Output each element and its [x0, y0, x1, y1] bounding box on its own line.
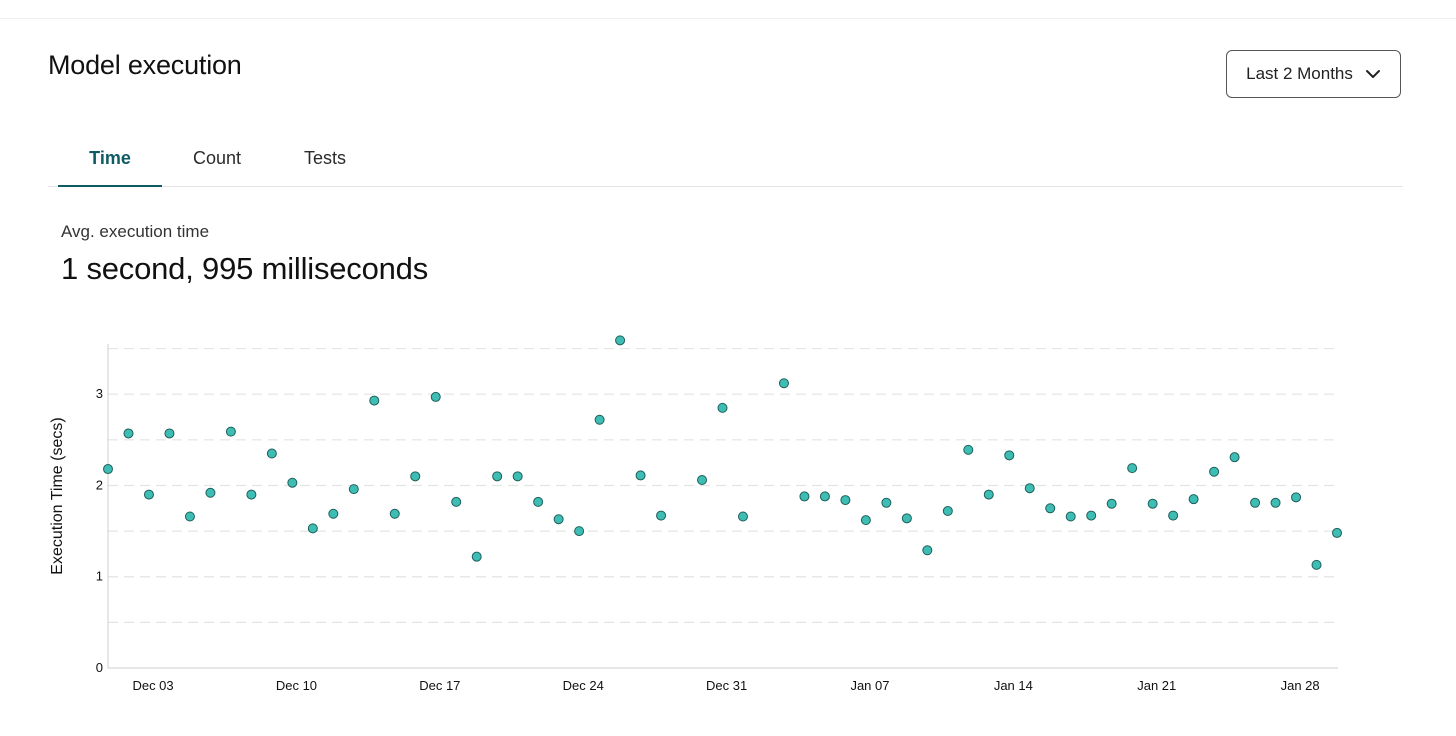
data-point[interactable]: [164, 428, 175, 439]
data-point[interactable]: [348, 484, 359, 495]
data-point[interactable]: [1311, 559, 1322, 570]
y-axis-label: Execution Time (secs): [49, 417, 66, 574]
chart-grid: [108, 347, 1338, 623]
data-point[interactable]: [840, 495, 851, 506]
data-point[interactable]: [1291, 492, 1302, 503]
data-point[interactable]: [819, 491, 830, 502]
x-ticks: Dec 03 Dec 10 Dec 17 Dec 24 Dec 31 Jan 07 Jan …: [132, 678, 1319, 693]
metric-label: Avg. execution time: [61, 222, 210, 241]
data-point[interactable]: [492, 471, 503, 482]
data-point[interactable]: [1250, 497, 1261, 508]
top-divider: [0, 18, 1456, 19]
x-tick-label: Dec 31: [706, 678, 747, 693]
data-point[interactable]: [1004, 450, 1015, 461]
data-point[interactable]: [205, 487, 216, 498]
data-point[interactable]: [266, 448, 277, 459]
y-tick-label: 0: [96, 660, 103, 675]
data-point[interactable]: [123, 428, 134, 439]
data-point[interactable]: [574, 526, 585, 537]
data-point[interactable]: [1332, 527, 1342, 538]
data-point[interactable]: [697, 474, 708, 485]
data-point[interactable]: [594, 414, 605, 425]
data-point[interactable]: [778, 378, 789, 389]
tab-time[interactable]: Time: [58, 130, 162, 187]
data-point[interactable]: [1127, 463, 1138, 474]
execution-time-chart: 0 1 2 3 Dec 03 Dec 10 Dec 17 Dec 24 Dec 31 Jan 0…: [49, 335, 1342, 693]
y-tick-label: 1: [96, 569, 103, 584]
y-tick-label: 3: [96, 386, 103, 401]
data-point[interactable]: [737, 511, 748, 522]
data-point[interactable]: [1209, 466, 1220, 477]
data-point[interactable]: [430, 391, 441, 402]
data-point[interactable]: [1270, 497, 1281, 508]
data-point[interactable]: [328, 508, 339, 519]
data-point[interactable]: [1045, 503, 1056, 514]
data-point[interactable]: [1188, 494, 1199, 505]
y-ticks: 0 1 2 3: [96, 386, 103, 675]
x-tick-label: Dec 17: [419, 678, 460, 693]
data-point[interactable]: [983, 489, 994, 500]
data-point[interactable]: [1086, 510, 1097, 521]
x-tick-label: Jan 28: [1281, 678, 1320, 693]
data-point[interactable]: [860, 515, 871, 526]
data-point[interactable]: [656, 510, 667, 521]
x-tick-label: Dec 03: [132, 678, 173, 693]
data-point[interactable]: [369, 395, 380, 406]
data-point[interactable]: [1106, 498, 1117, 509]
data-points: [103, 335, 1342, 570]
y-tick-label: 2: [96, 477, 103, 492]
data-point[interactable]: [615, 335, 626, 346]
data-point[interactable]: [1024, 483, 1035, 494]
date-range-select[interactable]: Last 2 Months: [1226, 50, 1401, 98]
data-point[interactable]: [143, 489, 154, 500]
tab-count[interactable]: Count: [192, 148, 242, 168]
data-point[interactable]: [635, 470, 646, 481]
data-point[interactable]: [184, 511, 195, 522]
data-point[interactable]: [533, 496, 544, 507]
data-point[interactable]: [410, 471, 421, 482]
tab-bar: Time Count Tests: [48, 130, 1403, 187]
data-point[interactable]: [901, 513, 912, 524]
data-point[interactable]: [287, 477, 298, 488]
data-point[interactable]: [225, 426, 236, 437]
chevron-down-icon: [1365, 70, 1380, 78]
data-point[interactable]: [1229, 452, 1240, 463]
data-point[interactable]: [881, 497, 892, 508]
data-point[interactable]: [717, 402, 728, 413]
data-point[interactable]: [553, 514, 564, 525]
data-point[interactable]: [922, 545, 933, 556]
data-point[interactable]: [942, 506, 953, 517]
data-point[interactable]: [799, 491, 810, 502]
date-range-value: Last 2 Months: [1246, 64, 1353, 83]
tab-tests[interactable]: Tests: [303, 148, 346, 168]
data-point[interactable]: [963, 444, 974, 455]
data-point[interactable]: [1168, 510, 1179, 521]
x-tick-label: Jan 14: [994, 678, 1033, 693]
metric-value: 1 second, 995 milliseconds: [61, 251, 429, 286]
data-point[interactable]: [471, 551, 482, 562]
page-title: Model execution: [48, 50, 242, 80]
data-point[interactable]: [389, 508, 400, 519]
data-point[interactable]: [1065, 511, 1076, 522]
data-point[interactable]: [103, 464, 113, 475]
x-tick-label: Jan 07: [850, 678, 889, 693]
data-point[interactable]: [451, 496, 462, 507]
data-point[interactable]: [1147, 498, 1158, 509]
data-point[interactable]: [307, 523, 318, 534]
data-point[interactable]: [512, 471, 523, 482]
data-point[interactable]: [246, 489, 257, 500]
x-tick-label: Dec 24: [563, 678, 604, 693]
x-tick-label: Jan 21: [1137, 678, 1176, 693]
x-tick-label: Dec 10: [276, 678, 317, 693]
